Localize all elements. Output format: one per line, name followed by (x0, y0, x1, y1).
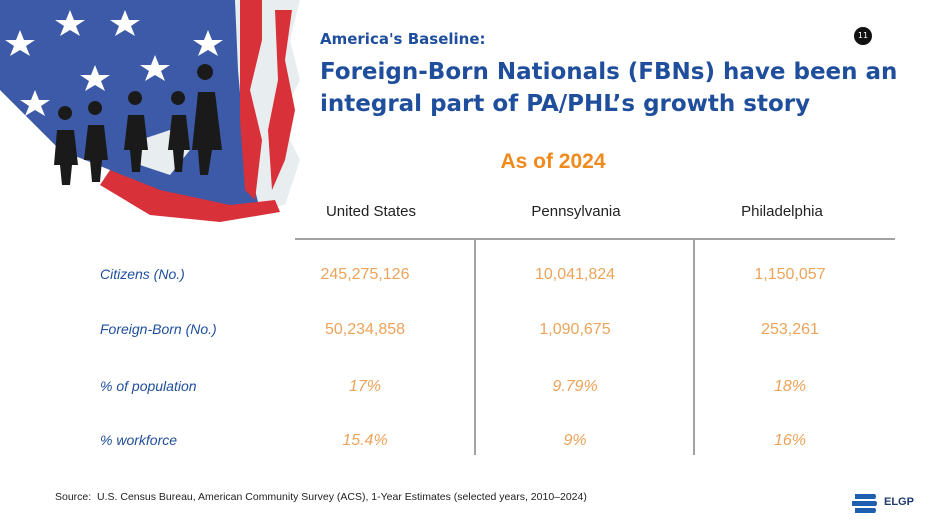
subtitle: As of 2024 (500, 150, 606, 173)
source-text: U.S. Census Bureau, American Community S… (97, 491, 587, 503)
table-cell: 9% (563, 432, 587, 449)
slide-title: Foreign-Born Nationals (FBNs) have been … (320, 59, 898, 117)
row-label: % workforce (100, 432, 178, 448)
source-label: Source: (55, 491, 92, 503)
table-cell: 17% (348, 378, 382, 395)
table-cell: 50,234,858 (324, 321, 406, 338)
column-header: United States (325, 203, 417, 220)
column-header: Philadelphia (741, 203, 823, 220)
table-cell: 9.79% (552, 378, 598, 395)
page-number: 11 (854, 27, 872, 45)
row-label: Foreign-Born (No.) (100, 321, 217, 337)
logo: ELGP (884, 496, 914, 508)
row-label: % of population (100, 378, 197, 394)
table-cell: 16% (773, 432, 807, 449)
table-cell: 18% (773, 378, 807, 395)
kicker: America's Baseline: (320, 30, 486, 48)
flag-illustration (0, 0, 300, 222)
row-label: Citizens (No.) (100, 266, 185, 282)
table-cell: 10,041,824 (534, 266, 616, 283)
source-note: Source: U.S. Census Bureau, American Com… (55, 491, 587, 503)
table-cell: 253,261 (761, 321, 819, 338)
column-header: Pennsylvania (531, 203, 621, 220)
logo-icon (852, 494, 877, 513)
table-cell: 1,090,675 (539, 321, 611, 338)
table-cell: 1,150,057 (754, 266, 826, 283)
table-cell: 15.4% (342, 432, 388, 449)
table-cell: 245,275,126 (320, 266, 410, 283)
